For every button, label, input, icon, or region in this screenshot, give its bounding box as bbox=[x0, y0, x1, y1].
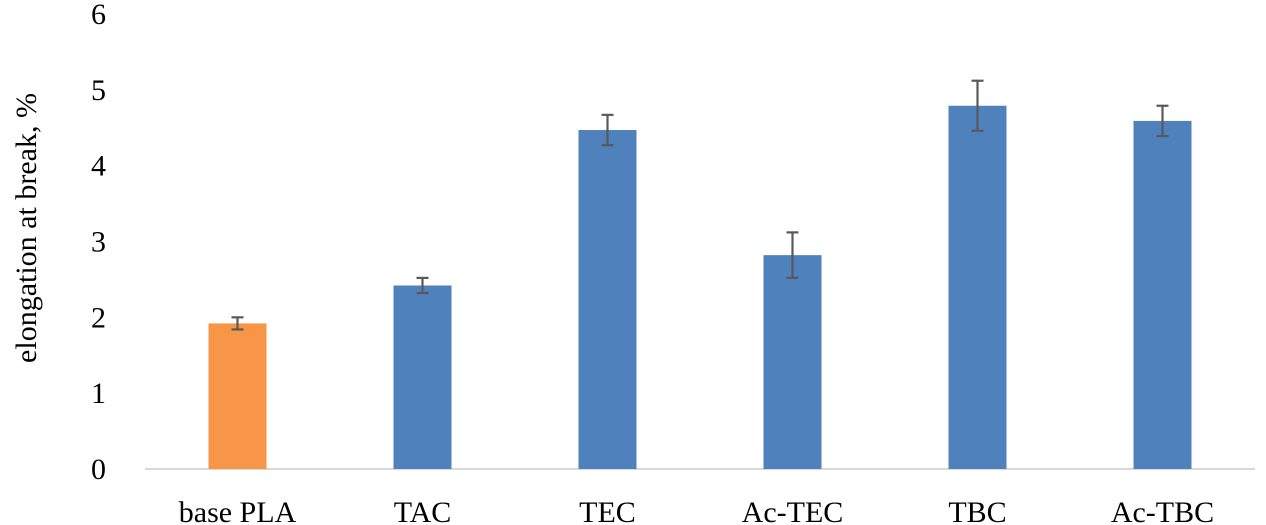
y-tick-label: 2 bbox=[91, 301, 106, 334]
y-tick-label: 4 bbox=[91, 150, 106, 183]
x-category-label: base PLA bbox=[179, 496, 297, 525]
y-tick-label: 0 bbox=[91, 453, 106, 486]
error-bars-group bbox=[231, 79, 1169, 331]
y-tick-label: 3 bbox=[91, 226, 106, 259]
y-axis-title: elongation at break, % bbox=[10, 93, 43, 363]
bar-ac-tbc bbox=[1133, 120, 1192, 470]
error-bar bbox=[786, 231, 799, 279]
x-category-label: TEC bbox=[579, 496, 636, 525]
y-tick-label: 6 bbox=[91, 0, 106, 31]
bar-tbc bbox=[948, 105, 1007, 469]
bar-base-pla bbox=[208, 323, 267, 469]
y-tick-label: 5 bbox=[91, 74, 106, 107]
error-bar bbox=[971, 79, 984, 132]
y-tick-label: 1 bbox=[91, 377, 106, 410]
x-category-label: Ac-TEC bbox=[742, 496, 844, 525]
x-category-label: Ac-TBC bbox=[1111, 496, 1214, 525]
error-bar bbox=[231, 316, 244, 331]
y-axis-ticks: 0 1 2 3 4 5 6 bbox=[91, 0, 106, 486]
x-category-label: TAC bbox=[394, 496, 452, 525]
bar-tac bbox=[393, 285, 452, 469]
x-axis-labels: base PLA TAC TEC Ac-TEC TBC Ac-TBC bbox=[179, 496, 1214, 525]
x-category-label: TBC bbox=[948, 496, 1006, 525]
bar-tec bbox=[578, 130, 637, 469]
bar-ac-tec bbox=[763, 255, 822, 469]
error-bar bbox=[416, 276, 429, 295]
bars-group bbox=[208, 105, 1192, 470]
error-bar bbox=[1156, 104, 1169, 138]
error-bar bbox=[601, 113, 614, 147]
